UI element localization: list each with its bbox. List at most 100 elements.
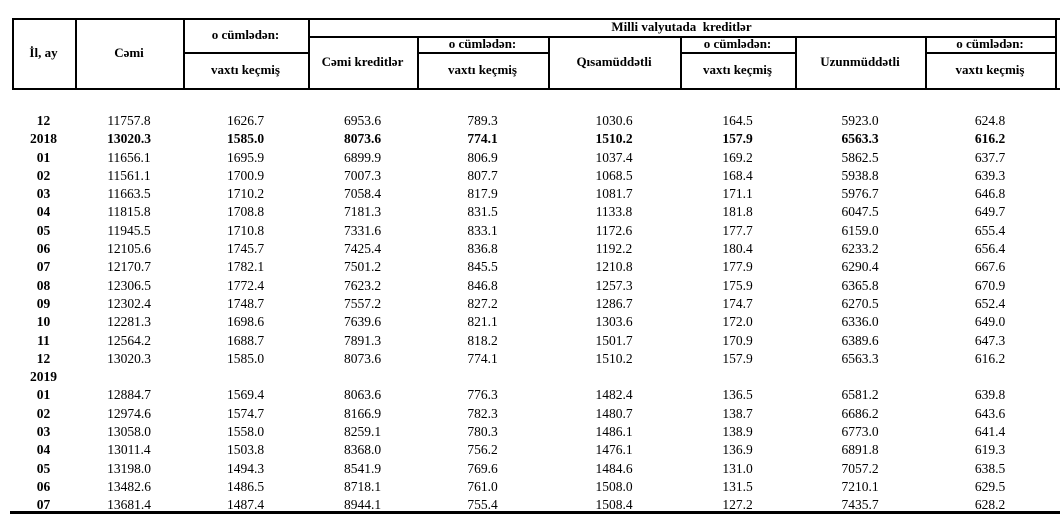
value-cell: 8368.0 [343, 442, 382, 458]
value-cell: 670.9 [974, 277, 1006, 293]
table-row: 08 12306.5 1772.4 7623.2 846.8 1257.3 175.9 636… [0, 277, 1060, 295]
row-label: 01 [36, 149, 51, 165]
value-cell: 1585.0 [226, 131, 265, 147]
value-cell: 639.3 [974, 167, 1006, 183]
table-row: 06 12105.6 1745.7 7425.4 836.8 1192.2 180.4 623… [0, 240, 1060, 258]
value-cell: 639.8 [974, 387, 1006, 403]
value-cell: 1486.1 [595, 424, 633, 440]
table-row: 2019 [0, 368, 1060, 386]
value-cell: 13482.6 [107, 478, 151, 494]
value-cell: 1782.1 [226, 259, 265, 275]
row-label: 09 [36, 295, 51, 311]
col9-subheader-divider [925, 52, 1055, 54]
value-cell: 136.9 [722, 442, 753, 458]
table-row: 11 12564.2 1688.7 7891.3 818.2 1501.7 170.9 638… [0, 332, 1060, 350]
table-row: 12 13020.3 1585.0 8073.6 774.1 1510.2 157.9 656… [0, 350, 1060, 368]
value-cell: 7331.6 [343, 222, 382, 238]
value-cell: 818.2 [467, 332, 498, 348]
row-label: 12 [36, 113, 51, 128]
o-cumleden-label: o cümlədən: [211, 26, 280, 42]
value-cell: 817.9 [467, 186, 498, 202]
value-cell: 616.2 [974, 131, 1006, 147]
header-col9-o-cumleden: o cümlədən: [925, 36, 1055, 52]
row-label: 04 [36, 204, 51, 220]
value-cell: 1710.8 [226, 222, 265, 238]
value-cell: 131.0 [722, 460, 753, 476]
header-col7-o-cumleden: o cümlədən: [680, 36, 795, 52]
value-cell: 1487.4 [226, 497, 265, 513]
table-row: 05 13198.0 1494.3 8541.9 769.6 1484.6 131.0 705… [0, 460, 1060, 478]
value-cell: 774.1 [467, 131, 498, 147]
value-cell: 637.7 [974, 149, 1006, 165]
value-cell: 1508.4 [595, 497, 633, 513]
value-cell: 6233.2 [841, 241, 879, 257]
value-cell: 1257.3 [595, 277, 633, 293]
header-col9-vaxti-kecmis: vaxtı keçmiş [925, 52, 1055, 88]
value-cell: 1192.2 [595, 241, 633, 257]
value-cell: 1695.9 [226, 149, 265, 165]
row-label: 05 [36, 460, 51, 476]
value-cell: 11815.8 [107, 204, 151, 220]
value-cell: 181.8 [722, 204, 753, 220]
row-label: 03 [36, 424, 51, 440]
col8-col9-divider [925, 36, 927, 90]
value-cell: 833.1 [467, 222, 498, 238]
row-label: 06 [36, 478, 51, 494]
header-bottom-border [12, 88, 1060, 90]
value-cell: 6389.6 [841, 332, 879, 348]
value-cell: 7425.4 [343, 241, 382, 257]
value-cell: 12974.6 [107, 405, 151, 421]
value-cell: 11663.5 [107, 186, 151, 202]
value-cell: 1480.7 [595, 405, 633, 421]
value-cell: 780.3 [467, 424, 498, 440]
table-row: 07 12170.7 1782.1 7501.2 845.5 1210.8 177.9 629… [0, 258, 1060, 276]
value-cell [680, 368, 795, 386]
value-cell: 616.2 [974, 350, 1006, 366]
qisamuddetli-label: Qısamüddətli [576, 53, 652, 69]
value-cell: 157.9 [722, 350, 753, 366]
value-cell: 1745.7 [226, 241, 265, 257]
header-col3-o-cumleden: o cümlədən: [183, 18, 308, 52]
table-row: 07 13681.4 1487.4 8944.1 755.4 1508.4 127.2 743… [0, 496, 1060, 514]
header-col7-vaxti-kecmis: vaxtı keçmiş [680, 52, 795, 88]
value-cell: 8541.9 [343, 460, 382, 476]
value-cell: 1476.1 [595, 442, 633, 458]
col3-subheader-divider [183, 52, 308, 54]
row-label: 06 [36, 241, 51, 257]
value-cell: 5862.5 [841, 149, 879, 165]
value-cell: 1494.3 [226, 460, 265, 476]
value-cell [308, 368, 417, 386]
value-cell: 789.3 [467, 113, 498, 128]
value-cell: 8063.6 [343, 387, 382, 403]
value-cell: 821.1 [467, 314, 498, 330]
table-row: 06 13482.6 1486.5 8718.1 761.0 1508.0 131.5 721… [0, 478, 1060, 496]
row-label: 03 [36, 186, 51, 202]
table-border-bottom [10, 511, 1060, 514]
value-cell: 13011.4 [107, 442, 151, 458]
value-cell: 1172.6 [595, 222, 633, 238]
value-cell: 7181.3 [343, 204, 382, 220]
table-row: 2018 13020.3 1585.0 8073.6 774.1 1510.2 157.9 6… [0, 130, 1060, 148]
col6-col7-divider [680, 36, 682, 90]
table-row: 04 13011.4 1503.8 8368.0 756.2 1476.1 136.9 689… [0, 441, 1060, 459]
value-cell: 7501.2 [343, 259, 382, 275]
table-row: 02 11561.1 1700.9 7007.3 807.7 1068.5 168.4 593… [0, 167, 1060, 185]
col2-col3-divider [183, 18, 185, 90]
value-cell: 171.1 [722, 186, 753, 202]
value-cell: 6563.3 [841, 350, 879, 366]
value-cell: 667.6 [974, 259, 1006, 275]
value-cell [548, 368, 680, 386]
header-col3-vaxti-kecmis: vaxtı keçmiş [183, 52, 308, 88]
header-cemi-label: Cəmi [114, 44, 144, 60]
table-row: 03 11663.5 1710.2 7058.4 817.9 1081.7 171.1 597… [0, 185, 1060, 203]
header-cemi: Cəmi [75, 18, 183, 88]
value-cell: 769.6 [467, 460, 498, 476]
value-cell: 1708.8 [226, 204, 265, 220]
value-cell: 1574.7 [226, 405, 265, 421]
row-label: 2019 [30, 369, 57, 385]
col7-col8-divider [795, 36, 797, 90]
cemi-kreditler-label: Cəmi kreditlər [321, 53, 404, 69]
value-cell: 756.2 [467, 442, 498, 458]
value-cell: 638.5 [974, 460, 1006, 476]
value-cell: 131.5 [722, 478, 753, 494]
